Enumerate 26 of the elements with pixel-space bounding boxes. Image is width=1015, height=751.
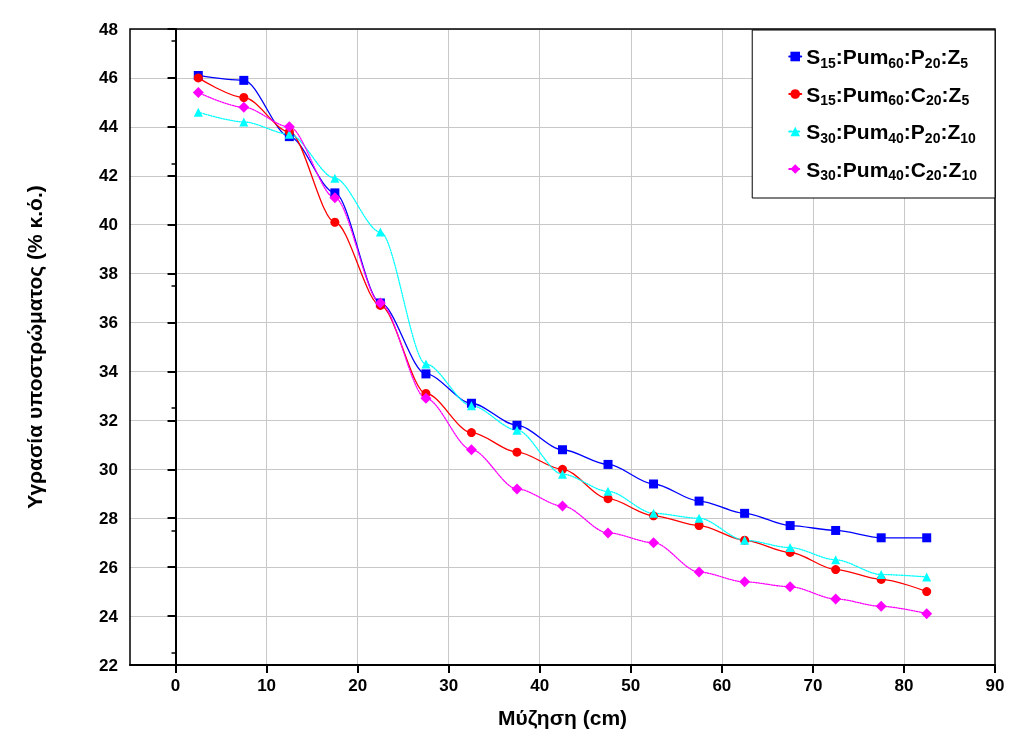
y-tick-label: 36 bbox=[99, 313, 118, 333]
y-tick-label: 34 bbox=[99, 361, 119, 381]
y-tick-label: 30 bbox=[99, 459, 118, 479]
x-tick-label: 20 bbox=[348, 676, 368, 695]
x-tick-label: 90 bbox=[985, 676, 1005, 695]
x-tick-label: 50 bbox=[621, 676, 641, 695]
y-tick-label: 46 bbox=[99, 68, 118, 88]
x-tick-label: 10 bbox=[257, 676, 277, 695]
y-tick-label: 40 bbox=[99, 215, 118, 235]
y-tick-label: 32 bbox=[99, 410, 118, 430]
x-axis-title: Μύζηση (cm) bbox=[497, 706, 628, 729]
y-tick-label: 48 bbox=[99, 19, 118, 39]
x-tick-label: 80 bbox=[894, 676, 914, 695]
x-tick-label: 40 bbox=[530, 676, 550, 695]
x-tick-label: 70 bbox=[803, 676, 823, 695]
y-tick-label: 26 bbox=[99, 557, 118, 577]
x-tick-label: 60 bbox=[712, 676, 732, 695]
x-tick-label: 0 bbox=[170, 676, 181, 695]
y-tick-label: 24 bbox=[99, 606, 119, 626]
x-tick-label: 30 bbox=[439, 676, 459, 695]
y-tick-label: 28 bbox=[99, 508, 118, 528]
y-tick-label: 42 bbox=[99, 166, 118, 186]
y-tick-label: 44 bbox=[99, 117, 119, 137]
y-tick-label: 38 bbox=[99, 264, 118, 284]
y-tick-label: 22 bbox=[99, 655, 118, 675]
y-axis-title: Υγρασία υποστρώματος (% κ.ό.) bbox=[23, 185, 47, 509]
